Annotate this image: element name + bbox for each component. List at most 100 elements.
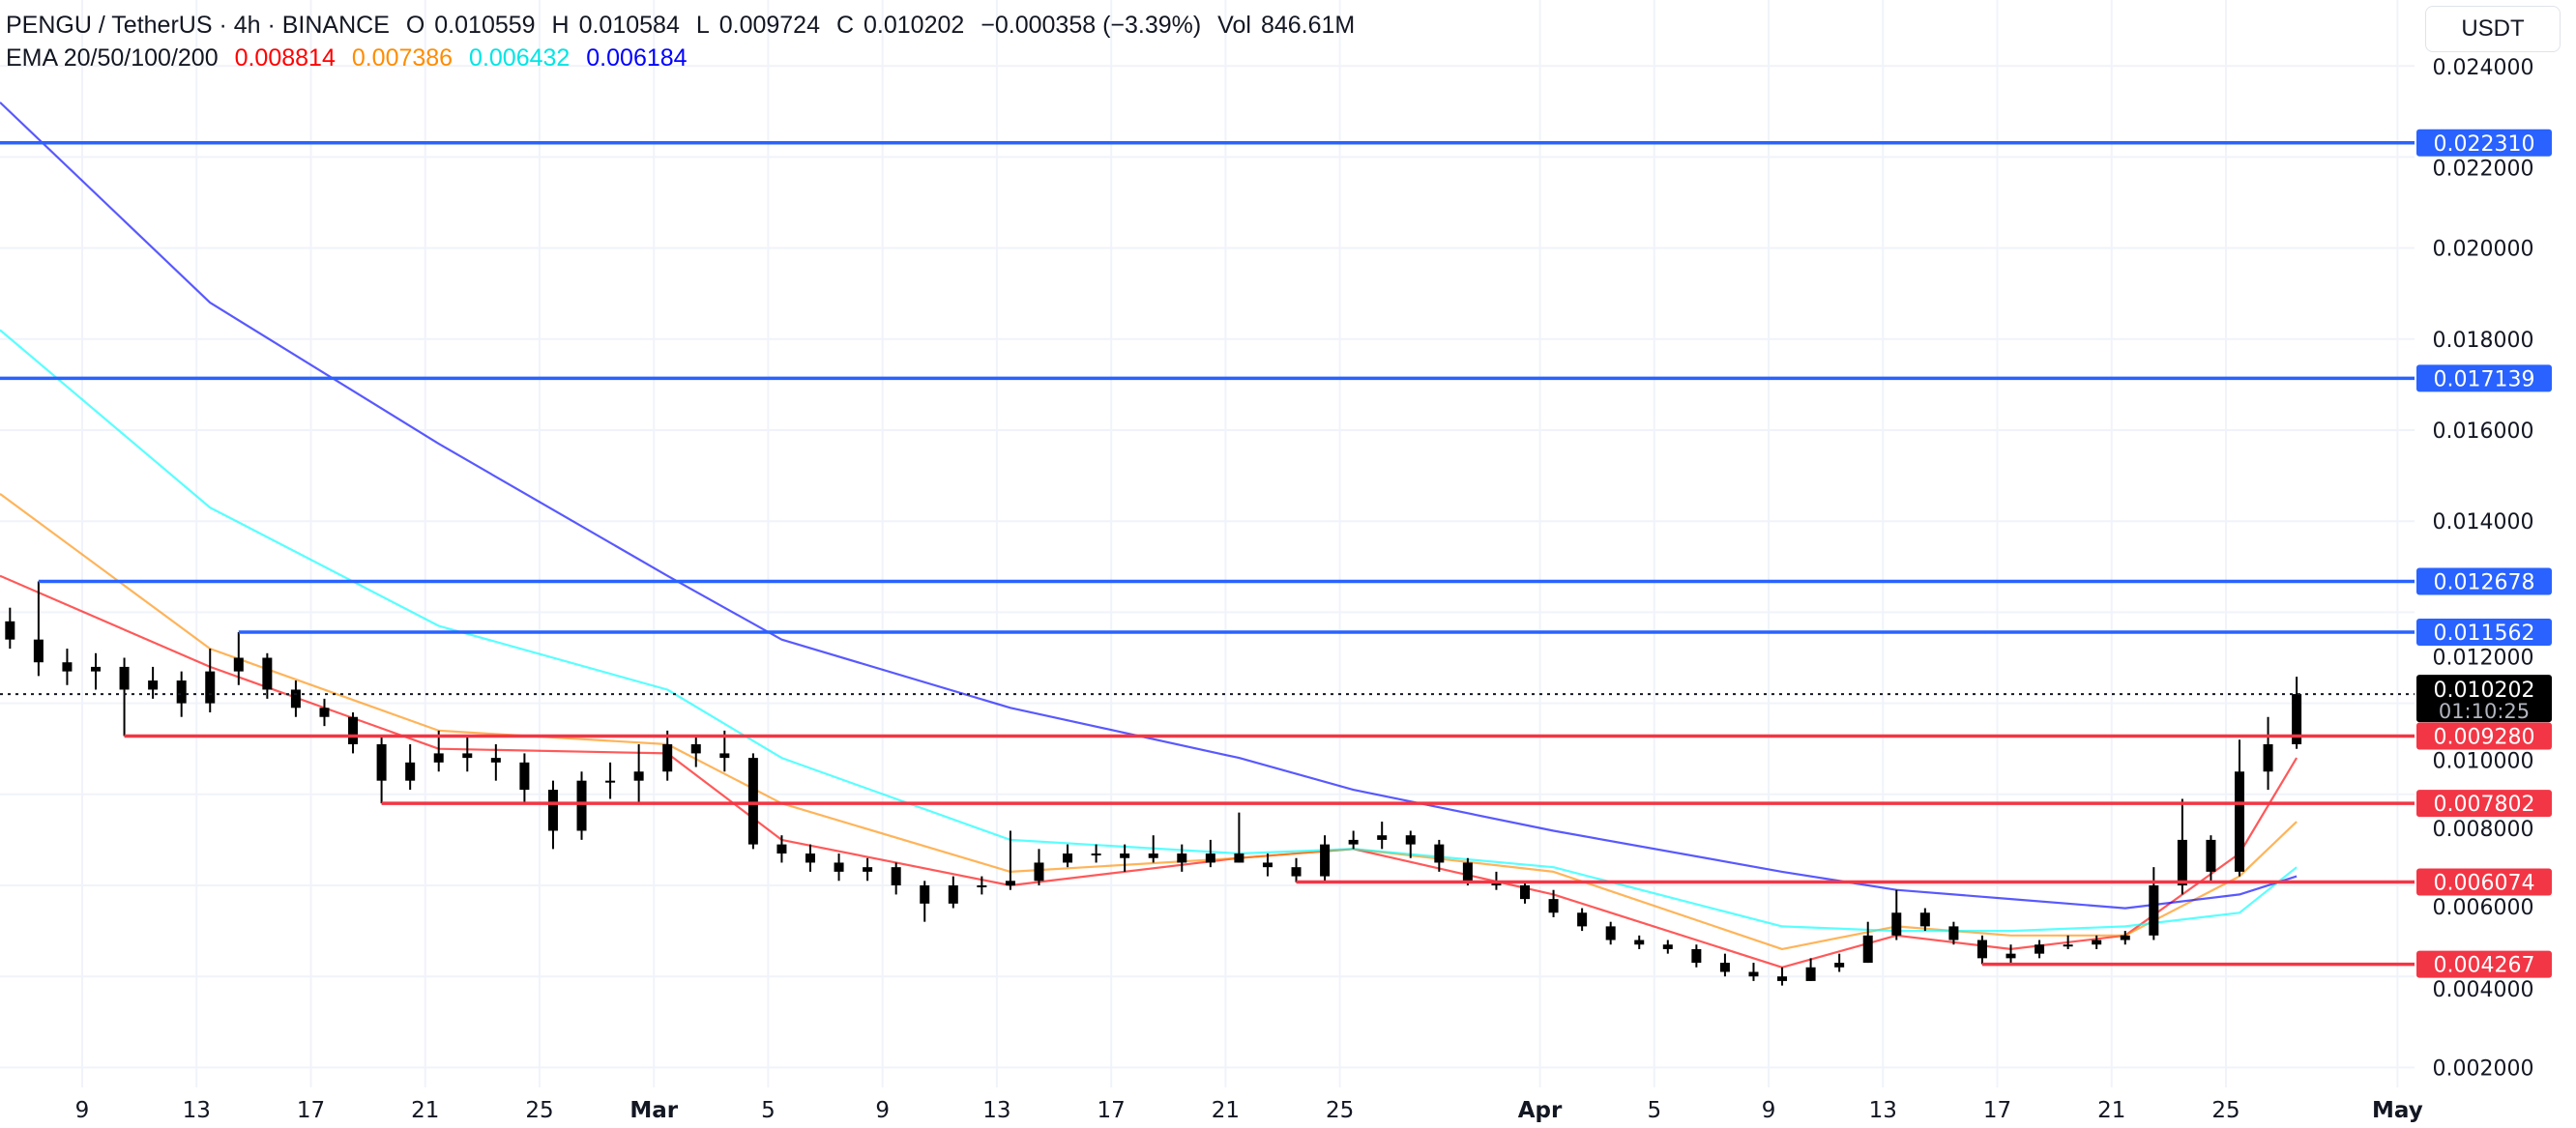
level-badge bbox=[2416, 364, 2552, 392]
ema-line-ema100 bbox=[0, 329, 2298, 933]
candle-body bbox=[2263, 743, 2273, 772]
candle-body bbox=[1605, 926, 1616, 940]
level-badge bbox=[2416, 868, 2552, 896]
current-price-badge bbox=[2416, 675, 2552, 723]
candle-body bbox=[1948, 926, 1959, 940]
level-badge-label: 0.017139 bbox=[2434, 367, 2535, 391]
candle-body bbox=[205, 671, 216, 704]
candle-body bbox=[1834, 963, 1845, 968]
candle-body bbox=[319, 708, 330, 717]
candle-body bbox=[376, 743, 387, 781]
candle-body bbox=[948, 885, 958, 904]
volume-value: 846.61M bbox=[1260, 12, 1356, 39]
currency-button[interactable]: USDT bbox=[2425, 6, 2561, 52]
candles bbox=[5, 581, 2302, 986]
candle-body bbox=[1177, 853, 1187, 863]
bar-countdown-label: 01:10:25 bbox=[2439, 700, 2530, 723]
price-axis-background[interactable] bbox=[2415, 0, 2576, 1087]
level-badge bbox=[2416, 619, 2552, 647]
candle-body bbox=[1205, 853, 1215, 863]
candle-body bbox=[290, 689, 301, 709]
candle-body bbox=[1262, 862, 1273, 868]
indicator-legend[interactable]: EMA 20/50/100/200 0.008814 0.007386 0.00… bbox=[6, 44, 697, 72]
candle-body bbox=[1405, 835, 1416, 845]
candle-body bbox=[1805, 967, 1816, 981]
candle-body bbox=[33, 639, 44, 663]
price-tick-label: 0.010000 bbox=[2433, 750, 2534, 774]
time-tick-label: 13 bbox=[183, 1098, 211, 1123]
candle-body bbox=[1434, 844, 1445, 863]
price-tick-label: 0.022000 bbox=[2433, 157, 2534, 181]
time-tick-label: May bbox=[2372, 1098, 2423, 1123]
candle-body bbox=[2292, 694, 2302, 744]
level-badge bbox=[2416, 567, 2552, 595]
ema-lines bbox=[0, 101, 2298, 969]
horizontal-levels[interactable] bbox=[0, 141, 2415, 967]
indicator-name[interactable]: EMA 20/50/100/200 bbox=[6, 44, 219, 72]
candle-body bbox=[891, 867, 901, 885]
time-tick-label: Apr bbox=[1518, 1098, 1563, 1123]
candle-body bbox=[1005, 881, 1015, 885]
close-value: 0.010202 bbox=[864, 12, 965, 39]
time-axis[interactable]: 9 13 17 21 25 Mar 5 9 13 17 21 25 Apr 5 9 13 17 21 25 May bbox=[75, 1098, 2423, 1123]
candle-body bbox=[1348, 839, 1359, 845]
time-tick-label: 21 bbox=[411, 1098, 439, 1123]
candle-body bbox=[1063, 853, 1073, 863]
candle-body bbox=[148, 680, 159, 690]
level-badge-label: 0.011562 bbox=[2434, 622, 2535, 646]
symbol-title[interactable]: PENGU / TetherUS · 4h · BINANCE bbox=[6, 12, 390, 39]
open-label: O bbox=[405, 12, 425, 39]
level-badge bbox=[2416, 950, 2552, 978]
candle-body bbox=[1520, 885, 1530, 900]
candle-body bbox=[719, 753, 730, 759]
candle-body bbox=[1976, 940, 1987, 959]
price-change: −0.000358 (−3.39%) bbox=[981, 12, 1202, 39]
candle-body bbox=[776, 844, 787, 854]
ema100-value: 0.006432 bbox=[469, 44, 571, 72]
ohlc-high: H 0.010584 bbox=[552, 12, 680, 39]
candle-body bbox=[1691, 948, 1702, 964]
candle-body bbox=[1577, 912, 1588, 927]
candle-body bbox=[805, 853, 815, 863]
time-tick-label: 21 bbox=[2097, 1098, 2125, 1123]
symbol-legend[interactable]: PENGU / TetherUS · 4h · BINANCE O 0.01055… bbox=[6, 12, 1364, 40]
candle-body bbox=[1919, 912, 1930, 927]
candle-body bbox=[2034, 944, 2045, 954]
close-label: C bbox=[835, 12, 855, 39]
candle-body bbox=[433, 753, 444, 763]
candle-body bbox=[1291, 867, 1302, 877]
candle-body bbox=[633, 771, 644, 781]
level-badge-label: 0.022310 bbox=[2434, 132, 2535, 157]
price-tick-label: 0.014000 bbox=[2433, 510, 2534, 535]
candle-body bbox=[2063, 944, 2073, 947]
ema-line-ema20 bbox=[0, 574, 2298, 969]
price-tick-label: 0.020000 bbox=[2433, 238, 2534, 262]
candle-body bbox=[605, 780, 616, 783]
level-badge bbox=[2416, 722, 2552, 750]
level-badge-label: 0.006074 bbox=[2434, 872, 2535, 896]
candle-body bbox=[2005, 953, 2016, 959]
candle-body bbox=[2120, 935, 2130, 940]
price-tick-label: 0.016000 bbox=[2433, 419, 2534, 444]
candle-body bbox=[2149, 885, 2159, 936]
time-tick-label: 13 bbox=[1869, 1098, 1897, 1123]
ema50-value: 0.007386 bbox=[351, 44, 454, 72]
time-tick-label: 25 bbox=[2211, 1098, 2239, 1123]
price-tick-label: 0.012000 bbox=[2433, 646, 2534, 670]
high-label: H bbox=[551, 12, 570, 39]
volume: Vol 846.61M bbox=[1217, 12, 1355, 39]
ohlc-open: O 0.010559 bbox=[406, 12, 536, 39]
candle-body bbox=[1377, 835, 1388, 840]
time-tick-label: 9 bbox=[75, 1098, 90, 1123]
high-value: 0.010584 bbox=[578, 12, 680, 39]
low-label: L bbox=[695, 12, 710, 39]
ohlc-low: L 0.009724 bbox=[696, 12, 820, 39]
candle-body bbox=[747, 758, 758, 845]
candle-body bbox=[490, 758, 501, 763]
candle-body bbox=[1091, 853, 1101, 856]
candle-body bbox=[1662, 944, 1673, 949]
candle-body bbox=[2206, 839, 2216, 872]
candle-body bbox=[690, 743, 701, 754]
volume-label: Vol bbox=[1217, 12, 1251, 39]
